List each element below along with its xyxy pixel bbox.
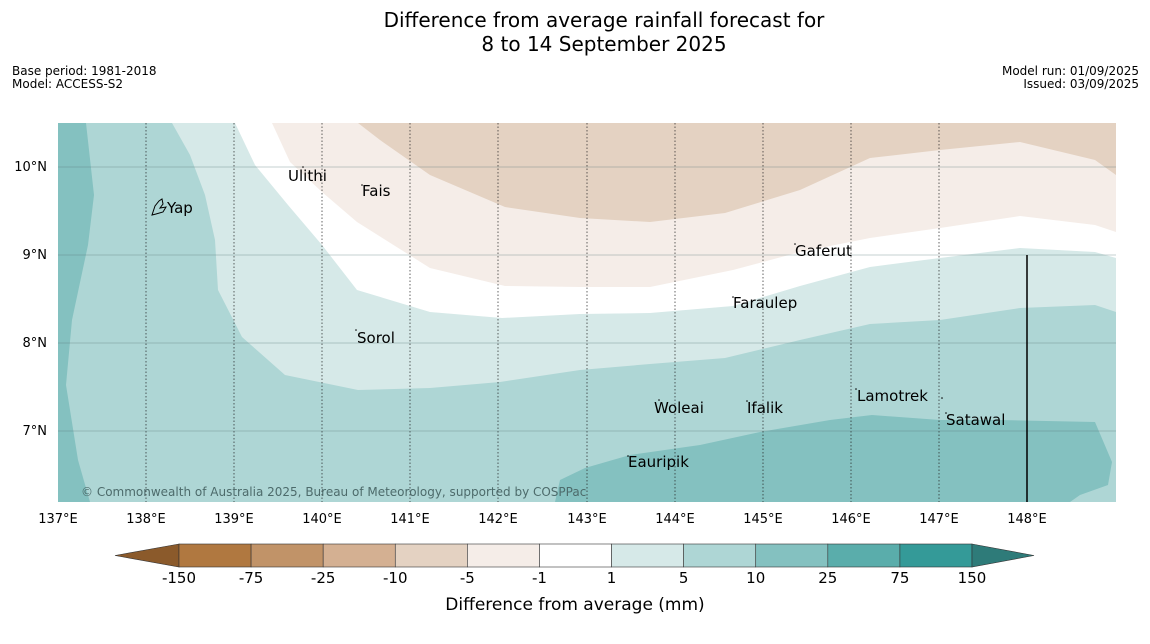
colorbar-segment [178, 543, 252, 568]
x-tick-label: 138°E [126, 512, 166, 527]
colorbar-tick-label: -25 [311, 569, 336, 587]
y-tick-label: 9°N [23, 248, 48, 263]
colorbar-tick-label: 150 [958, 569, 987, 587]
colorbar-extend-high [971, 543, 1035, 568]
place-label-ulithi: Ulithi [288, 167, 327, 185]
colorbar-segment [827, 543, 901, 568]
yap-island-shape [151, 198, 167, 216]
colorbar-tick-label: -1 [532, 569, 547, 587]
island-markers [302, 166, 947, 457]
model-text: Model: ACCESS-S2 [12, 77, 124, 91]
meridian-lines [145, 123, 940, 502]
colorbar-tick-label: -75 [239, 569, 264, 587]
x-tick-label: 139°E [214, 512, 254, 527]
y-tick-label: 7°N [23, 424, 48, 439]
place-label-sorol: Sorol [357, 329, 395, 347]
y-axis-labels: 10°N 9°N 8°N 7°N [14, 160, 47, 439]
colorbar-tick-label: -10 [383, 569, 408, 587]
parallel-lines [58, 166, 1116, 432]
base-period-text: Base period: 1981-2018 [12, 64, 157, 78]
colorbar-extend-low [114, 543, 180, 568]
place-label-woleai: Woleai [654, 399, 704, 417]
x-tick-label: 140°E [302, 512, 342, 527]
colorbar-segment [611, 543, 684, 568]
x-tick-label: 142°E [478, 512, 518, 527]
colorbar-segment [899, 543, 973, 568]
x-tick-label: 145°E [743, 512, 783, 527]
colorbar-tick-label: 5 [679, 569, 689, 587]
colorbar-title: Difference from average (mm) [445, 595, 704, 615]
x-tick-label: 147°E [919, 512, 959, 527]
colorbar-segment [755, 543, 829, 568]
colorbar-tick-label: 25 [818, 569, 837, 587]
colorbar-segment [683, 543, 757, 568]
rain-band-10-25-south [555, 415, 1112, 502]
colorbar-tick-label: 75 [890, 569, 909, 587]
y-tick-label: 10°N [14, 160, 47, 175]
model-run-text: Model run: 01/09/2025 [1001, 64, 1139, 78]
x-axis-labels: 137°E 138°E 139°E 140°E 141°E 142°E 143°… [38, 512, 1047, 527]
colorbar-labels: -150 -75 -25 -10 -5 -1 1 5 10 25 75 150 [162, 569, 986, 587]
colorbar-segment [467, 543, 540, 568]
rain-band-minus10-minus5 [358, 123, 1116, 222]
x-tick-label: 146°E [831, 512, 871, 527]
place-label-fais: Fais [362, 182, 391, 200]
x-tick-label: 141°E [390, 512, 430, 527]
issued-text: Issued: 03/09/2025 [1023, 77, 1139, 91]
x-tick-label: 137°E [38, 512, 78, 527]
place-label-eauripik: Eauripik [628, 453, 689, 471]
place-label-gaferut: Gaferut [795, 242, 852, 260]
colorbar-segment [250, 543, 324, 568]
rain-band-10-25-west [58, 123, 94, 502]
x-tick-label: 143°E [567, 512, 607, 527]
place-label-yap: Yap [166, 199, 193, 217]
title-line-2: 8 to 14 September 2025 [481, 32, 727, 56]
meta-right: Model run: 01/09/2025 Issued: 03/09/2025 [1002, 65, 1139, 91]
colorbar [114, 543, 1035, 568]
colorbar-segment [394, 543, 468, 568]
chart-title: Difference from average rainfall forecas… [0, 8, 1150, 56]
place-label-ifalik: Ifalik [747, 399, 783, 417]
colorbar-tick-label: -5 [460, 569, 475, 587]
x-tick-label: 144°E [655, 512, 695, 527]
title-line-1: Difference from average rainfall forecas… [383, 8, 825, 32]
meta-left: Base period: 1981-2018 Model: ACCESS-S2 [12, 65, 157, 91]
copyright-text: © Commonwealth of Australia 2025, Bureau… [81, 485, 586, 499]
colorbar-segment [322, 543, 396, 568]
x-tick-label: 148°E [1007, 512, 1047, 527]
map-area: Yap Ulithi Fais Gaferut Faraulep Sorol W… [58, 123, 1116, 502]
y-tick-label: 8°N [23, 336, 48, 351]
colorbar-tick-label: -150 [162, 569, 196, 587]
place-label-satawal: Satawal [946, 411, 1005, 429]
colorbar-tick-label: 1 [607, 569, 617, 587]
colorbar-tick-label: 10 [746, 569, 765, 587]
place-label-lamotrek: Lamotrek [857, 387, 928, 405]
place-label-faraulep: Faraulep [733, 294, 797, 312]
colorbar-segment [539, 543, 612, 568]
